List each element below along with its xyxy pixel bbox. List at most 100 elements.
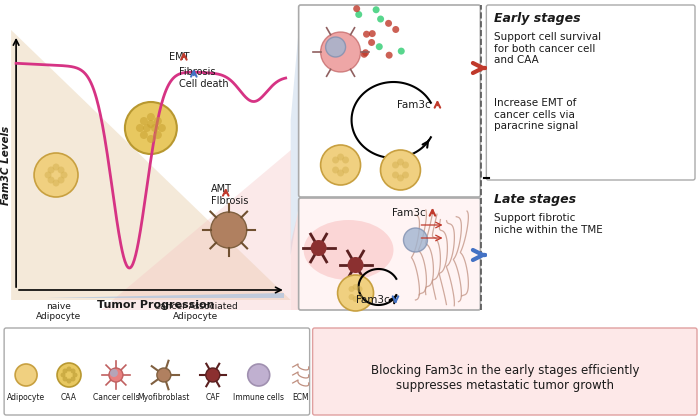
Circle shape — [369, 30, 376, 37]
Circle shape — [52, 179, 60, 186]
Circle shape — [332, 166, 339, 173]
Circle shape — [147, 113, 155, 121]
Circle shape — [381, 150, 421, 190]
Text: Myofibroblast: Myofibroblast — [138, 393, 190, 401]
Polygon shape — [101, 150, 290, 310]
Text: AMT
FIbrosis: AMT FIbrosis — [211, 184, 248, 206]
Circle shape — [402, 171, 409, 178]
Circle shape — [348, 257, 363, 273]
Circle shape — [342, 156, 349, 163]
Circle shape — [356, 286, 363, 292]
Circle shape — [109, 368, 123, 382]
Text: naive
Adipocyte: naive Adipocyte — [36, 302, 82, 322]
Circle shape — [376, 43, 383, 50]
Circle shape — [363, 31, 370, 38]
Text: Adipocyte: Adipocyte — [7, 393, 45, 401]
FancyBboxPatch shape — [299, 198, 480, 310]
Circle shape — [71, 369, 76, 374]
Text: Tumor Progression: Tumor Progression — [97, 300, 215, 310]
Text: Increase EMT of
cancer cells via
paracrine signal: Increase EMT of cancer cells via paracri… — [494, 98, 579, 131]
Text: CAA: CAA — [61, 393, 77, 401]
Circle shape — [206, 368, 220, 382]
Text: Fam3c: Fam3c — [398, 100, 431, 110]
Polygon shape — [290, 8, 300, 255]
Circle shape — [385, 20, 392, 27]
Circle shape — [397, 158, 404, 166]
Circle shape — [157, 368, 171, 382]
Circle shape — [66, 366, 71, 371]
Circle shape — [332, 156, 339, 163]
Circle shape — [147, 120, 155, 128]
Circle shape — [143, 124, 151, 132]
Circle shape — [353, 284, 358, 290]
Circle shape — [52, 163, 60, 171]
Circle shape — [73, 372, 78, 377]
Circle shape — [62, 369, 67, 374]
Circle shape — [57, 176, 64, 183]
Circle shape — [154, 131, 162, 139]
Text: Cancer cells: Cancer cells — [92, 393, 139, 401]
Circle shape — [354, 5, 360, 12]
Text: Cancer Associated
Adipocyte: Cancer Associated Adipocyte — [154, 302, 238, 322]
FancyBboxPatch shape — [486, 5, 695, 180]
Circle shape — [372, 6, 379, 13]
Text: Immune cells: Immune cells — [233, 393, 284, 401]
Circle shape — [398, 47, 405, 54]
Text: Support fibrotic
niche within the TME: Support fibrotic niche within the TME — [494, 213, 603, 235]
Circle shape — [60, 372, 66, 377]
Text: TGF-β: TGF-β — [311, 78, 343, 88]
Circle shape — [349, 286, 355, 292]
FancyBboxPatch shape — [313, 328, 697, 415]
Text: Late stages: Late stages — [494, 193, 577, 206]
Circle shape — [136, 124, 144, 132]
Circle shape — [140, 131, 148, 139]
Circle shape — [355, 11, 362, 18]
Circle shape — [62, 376, 67, 381]
Text: EMT: EMT — [169, 52, 190, 62]
Polygon shape — [290, 200, 300, 310]
Text: CAF: CAF — [205, 393, 220, 401]
Circle shape — [353, 296, 358, 302]
Circle shape — [60, 171, 67, 178]
Circle shape — [342, 166, 349, 173]
Circle shape — [158, 124, 166, 132]
Ellipse shape — [304, 220, 393, 280]
Text: Fam3C Levels: Fam3C Levels — [1, 126, 11, 205]
Circle shape — [48, 166, 55, 173]
Circle shape — [403, 228, 428, 252]
Circle shape — [360, 51, 368, 58]
Circle shape — [362, 49, 369, 56]
Circle shape — [392, 171, 399, 178]
Circle shape — [377, 15, 384, 22]
Text: Blocking Fam3c in the early stages efficiently
suppresses metastatic tumor growt: Blocking Fam3c in the early stages effic… — [371, 364, 640, 392]
Circle shape — [48, 176, 55, 183]
Circle shape — [402, 161, 409, 168]
Text: ECM: ECM — [293, 393, 309, 401]
Circle shape — [147, 135, 155, 143]
Text: Early stages: Early stages — [494, 12, 581, 25]
Polygon shape — [11, 30, 290, 300]
Circle shape — [337, 169, 344, 176]
Circle shape — [71, 376, 76, 381]
Circle shape — [356, 294, 363, 300]
Circle shape — [321, 145, 360, 185]
Circle shape — [45, 171, 52, 178]
Circle shape — [248, 364, 270, 386]
Circle shape — [349, 294, 355, 300]
Circle shape — [386, 52, 393, 59]
Circle shape — [337, 275, 374, 311]
Circle shape — [337, 154, 344, 161]
Circle shape — [57, 363, 81, 387]
Circle shape — [392, 161, 399, 168]
Circle shape — [397, 174, 404, 181]
Circle shape — [34, 153, 78, 197]
Text: Fam3c: Fam3c — [393, 208, 426, 218]
Circle shape — [110, 369, 118, 377]
Circle shape — [211, 212, 246, 248]
FancyBboxPatch shape — [299, 5, 480, 197]
FancyBboxPatch shape — [4, 328, 309, 415]
Circle shape — [125, 102, 177, 154]
Circle shape — [154, 117, 162, 125]
Circle shape — [368, 39, 375, 46]
Circle shape — [311, 240, 327, 256]
